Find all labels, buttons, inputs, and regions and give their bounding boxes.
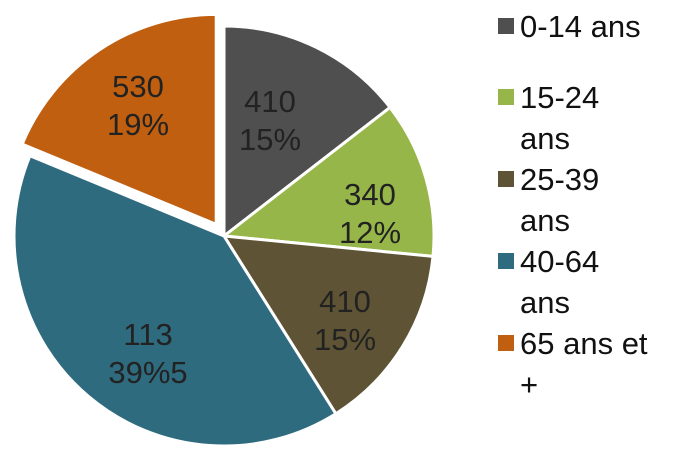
legend-label: + (520, 367, 539, 402)
legend-item: 15-24 ans (496, 77, 676, 159)
legend-swatch (498, 89, 514, 105)
legend-item: 40-64 ans (496, 241, 676, 323)
pie-slice-5 (20, 12, 218, 227)
legend-label: ans (520, 285, 570, 320)
legend-item: 0-14 ans (496, 6, 676, 47)
legend-label: 25-39 (520, 162, 600, 197)
slice-percent-label-1: 15% (239, 122, 301, 157)
slice-value-label-5: 530 (112, 69, 164, 104)
slice-value-label-4: 113 (123, 317, 172, 352)
legend-swatch (498, 171, 514, 187)
slice-percent-label-5: 19% (107, 107, 169, 142)
legend-label: 65 ans et (520, 326, 648, 361)
slice-percent-label-4: 39%5 (108, 355, 187, 390)
slice-value-label-2: 340 (344, 177, 396, 212)
slice-value-label-1: 410 (244, 84, 296, 119)
pie-slice-4 (12, 153, 338, 448)
legend-label: 15-24 (520, 80, 600, 115)
slice-percent-label-3: 15% (314, 322, 376, 357)
legend-swatch (498, 335, 514, 351)
pie-slice-3 (221, 234, 435, 416)
slice-percent-label-2: 12% (339, 215, 401, 250)
pie-slice-1 (222, 24, 393, 240)
legend-item: 25-39 ans (496, 159, 676, 241)
legend-label: ans (520, 203, 570, 238)
legend-label: 0-14 ans (520, 9, 641, 44)
slice-value-label-3: 410 (319, 284, 371, 319)
legend-item: 65 ans et + (496, 323, 676, 405)
legend-swatch (498, 18, 514, 34)
legend-label: ans (520, 121, 570, 156)
chart-legend: 0-14 ans 15-24 ans 25-39 ans 40-64 ans 65 ans e… (496, 6, 676, 405)
pie-slice-2 (220, 105, 436, 259)
legend-label: 40-64 (520, 244, 600, 279)
legend-swatch (498, 253, 514, 269)
